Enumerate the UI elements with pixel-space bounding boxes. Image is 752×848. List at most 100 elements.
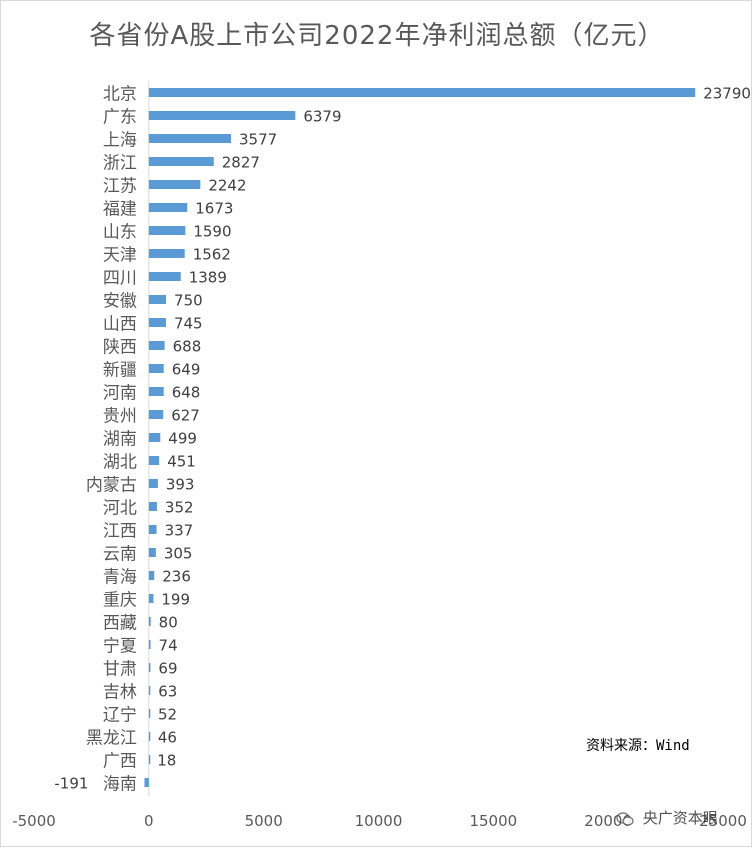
x-tick-label: 10000	[355, 812, 403, 830]
category-label: 四川	[103, 269, 137, 289]
x-tick-label: -5000	[12, 812, 56, 830]
data-label: 688	[173, 338, 202, 356]
category-label: 广东	[103, 108, 137, 128]
x-tick-label: 0	[144, 812, 154, 830]
category-label: 新疆	[103, 361, 137, 381]
category-label: 西藏	[103, 614, 137, 634]
category-label: 北京	[103, 85, 137, 105]
bar	[148, 571, 155, 580]
data-label: 305	[164, 545, 193, 563]
bar	[148, 134, 231, 143]
data-label: 80	[159, 614, 178, 632]
data-label: 6379	[303, 108, 341, 126]
category-label: 辽宁	[103, 706, 137, 726]
data-label: -191	[54, 775, 88, 793]
data-label: 1590	[193, 223, 231, 241]
bar	[148, 295, 167, 304]
bar	[148, 732, 151, 741]
category-label: 天津	[103, 246, 137, 266]
bar	[148, 594, 154, 603]
watermark: 央广资本眼	[616, 807, 718, 828]
x-tick-label: 5000	[245, 812, 283, 830]
category-label: 青海	[103, 568, 137, 588]
data-label: 52	[158, 706, 177, 724]
bar	[148, 364, 164, 373]
data-label: 393	[166, 476, 195, 494]
category-label: 云南	[103, 545, 137, 565]
category-label: 甘肃	[103, 660, 137, 680]
data-label: 199	[161, 591, 190, 609]
bar	[148, 548, 156, 557]
data-label: 451	[167, 453, 196, 471]
category-label: 陕西	[103, 338, 137, 358]
data-label: 23790	[703, 85, 751, 103]
category-label: 浙江	[103, 154, 137, 174]
x-tick-label: 25000	[699, 812, 747, 830]
category-label: 湖北	[103, 453, 137, 473]
data-label: 46	[158, 729, 177, 747]
data-label: 627	[171, 407, 200, 425]
data-label: 69	[158, 660, 177, 678]
chart-title: 各省份A股上市公司2022年净利润总额（亿元）	[89, 21, 665, 51]
category-label: 福建	[103, 200, 137, 220]
data-label: 1562	[193, 246, 231, 264]
bar	[148, 387, 164, 396]
data-label: 2827	[222, 154, 260, 172]
data-label: 18	[157, 752, 176, 770]
watermark-text: 央广资本眼	[642, 809, 718, 827]
category-label: 海南	[103, 775, 137, 795]
data-label: 337	[165, 522, 194, 540]
data-label: 745	[174, 315, 203, 333]
bar	[148, 433, 161, 442]
data-label: 352	[165, 499, 194, 517]
data-label: 649	[172, 361, 201, 379]
category-label: 安徽	[103, 292, 137, 312]
category-label: 吉林	[103, 683, 137, 703]
bar	[148, 502, 157, 511]
category-label: 山西	[103, 315, 137, 335]
bar	[148, 709, 151, 718]
bar	[148, 456, 160, 465]
bar	[148, 249, 185, 258]
category-label: 山东	[103, 223, 137, 243]
bar	[148, 157, 214, 166]
bar	[148, 272, 181, 281]
bar	[148, 686, 151, 695]
wechat-icon	[616, 811, 634, 826]
bar	[144, 778, 149, 787]
bar	[148, 525, 157, 534]
bar	[148, 617, 151, 626]
data-label: 499	[168, 430, 197, 448]
bar	[148, 318, 166, 327]
category-label: 河南	[103, 384, 137, 404]
category-label: 河北	[103, 499, 137, 519]
category-label: 内蒙古	[86, 476, 137, 496]
source-note: 资料来源：Wind	[586, 738, 690, 754]
category-label: 贵州	[103, 407, 137, 427]
data-label: 3577	[239, 131, 277, 149]
bar	[148, 341, 165, 350]
x-tick-label: 20000	[584, 812, 632, 830]
bar	[148, 180, 201, 189]
data-label: 750	[174, 292, 203, 310]
category-label: 江苏	[103, 177, 137, 197]
category-label: 上海	[103, 131, 137, 151]
bar	[148, 755, 151, 764]
data-label: 2242	[208, 177, 246, 195]
bar	[148, 203, 188, 212]
data-label: 74	[159, 637, 178, 655]
bar	[148, 640, 151, 649]
category-label: 黑龙江	[86, 729, 137, 749]
category-label: 江西	[103, 522, 137, 542]
category-label: 宁夏	[103, 637, 137, 657]
bar	[148, 410, 164, 419]
category-label: 湖南	[103, 430, 137, 450]
data-label: 648	[172, 384, 201, 402]
bar	[148, 663, 151, 672]
category-label: 广西	[103, 752, 137, 772]
data-label: 63	[158, 683, 177, 701]
data-label: 1389	[189, 269, 227, 287]
bar	[148, 88, 696, 97]
